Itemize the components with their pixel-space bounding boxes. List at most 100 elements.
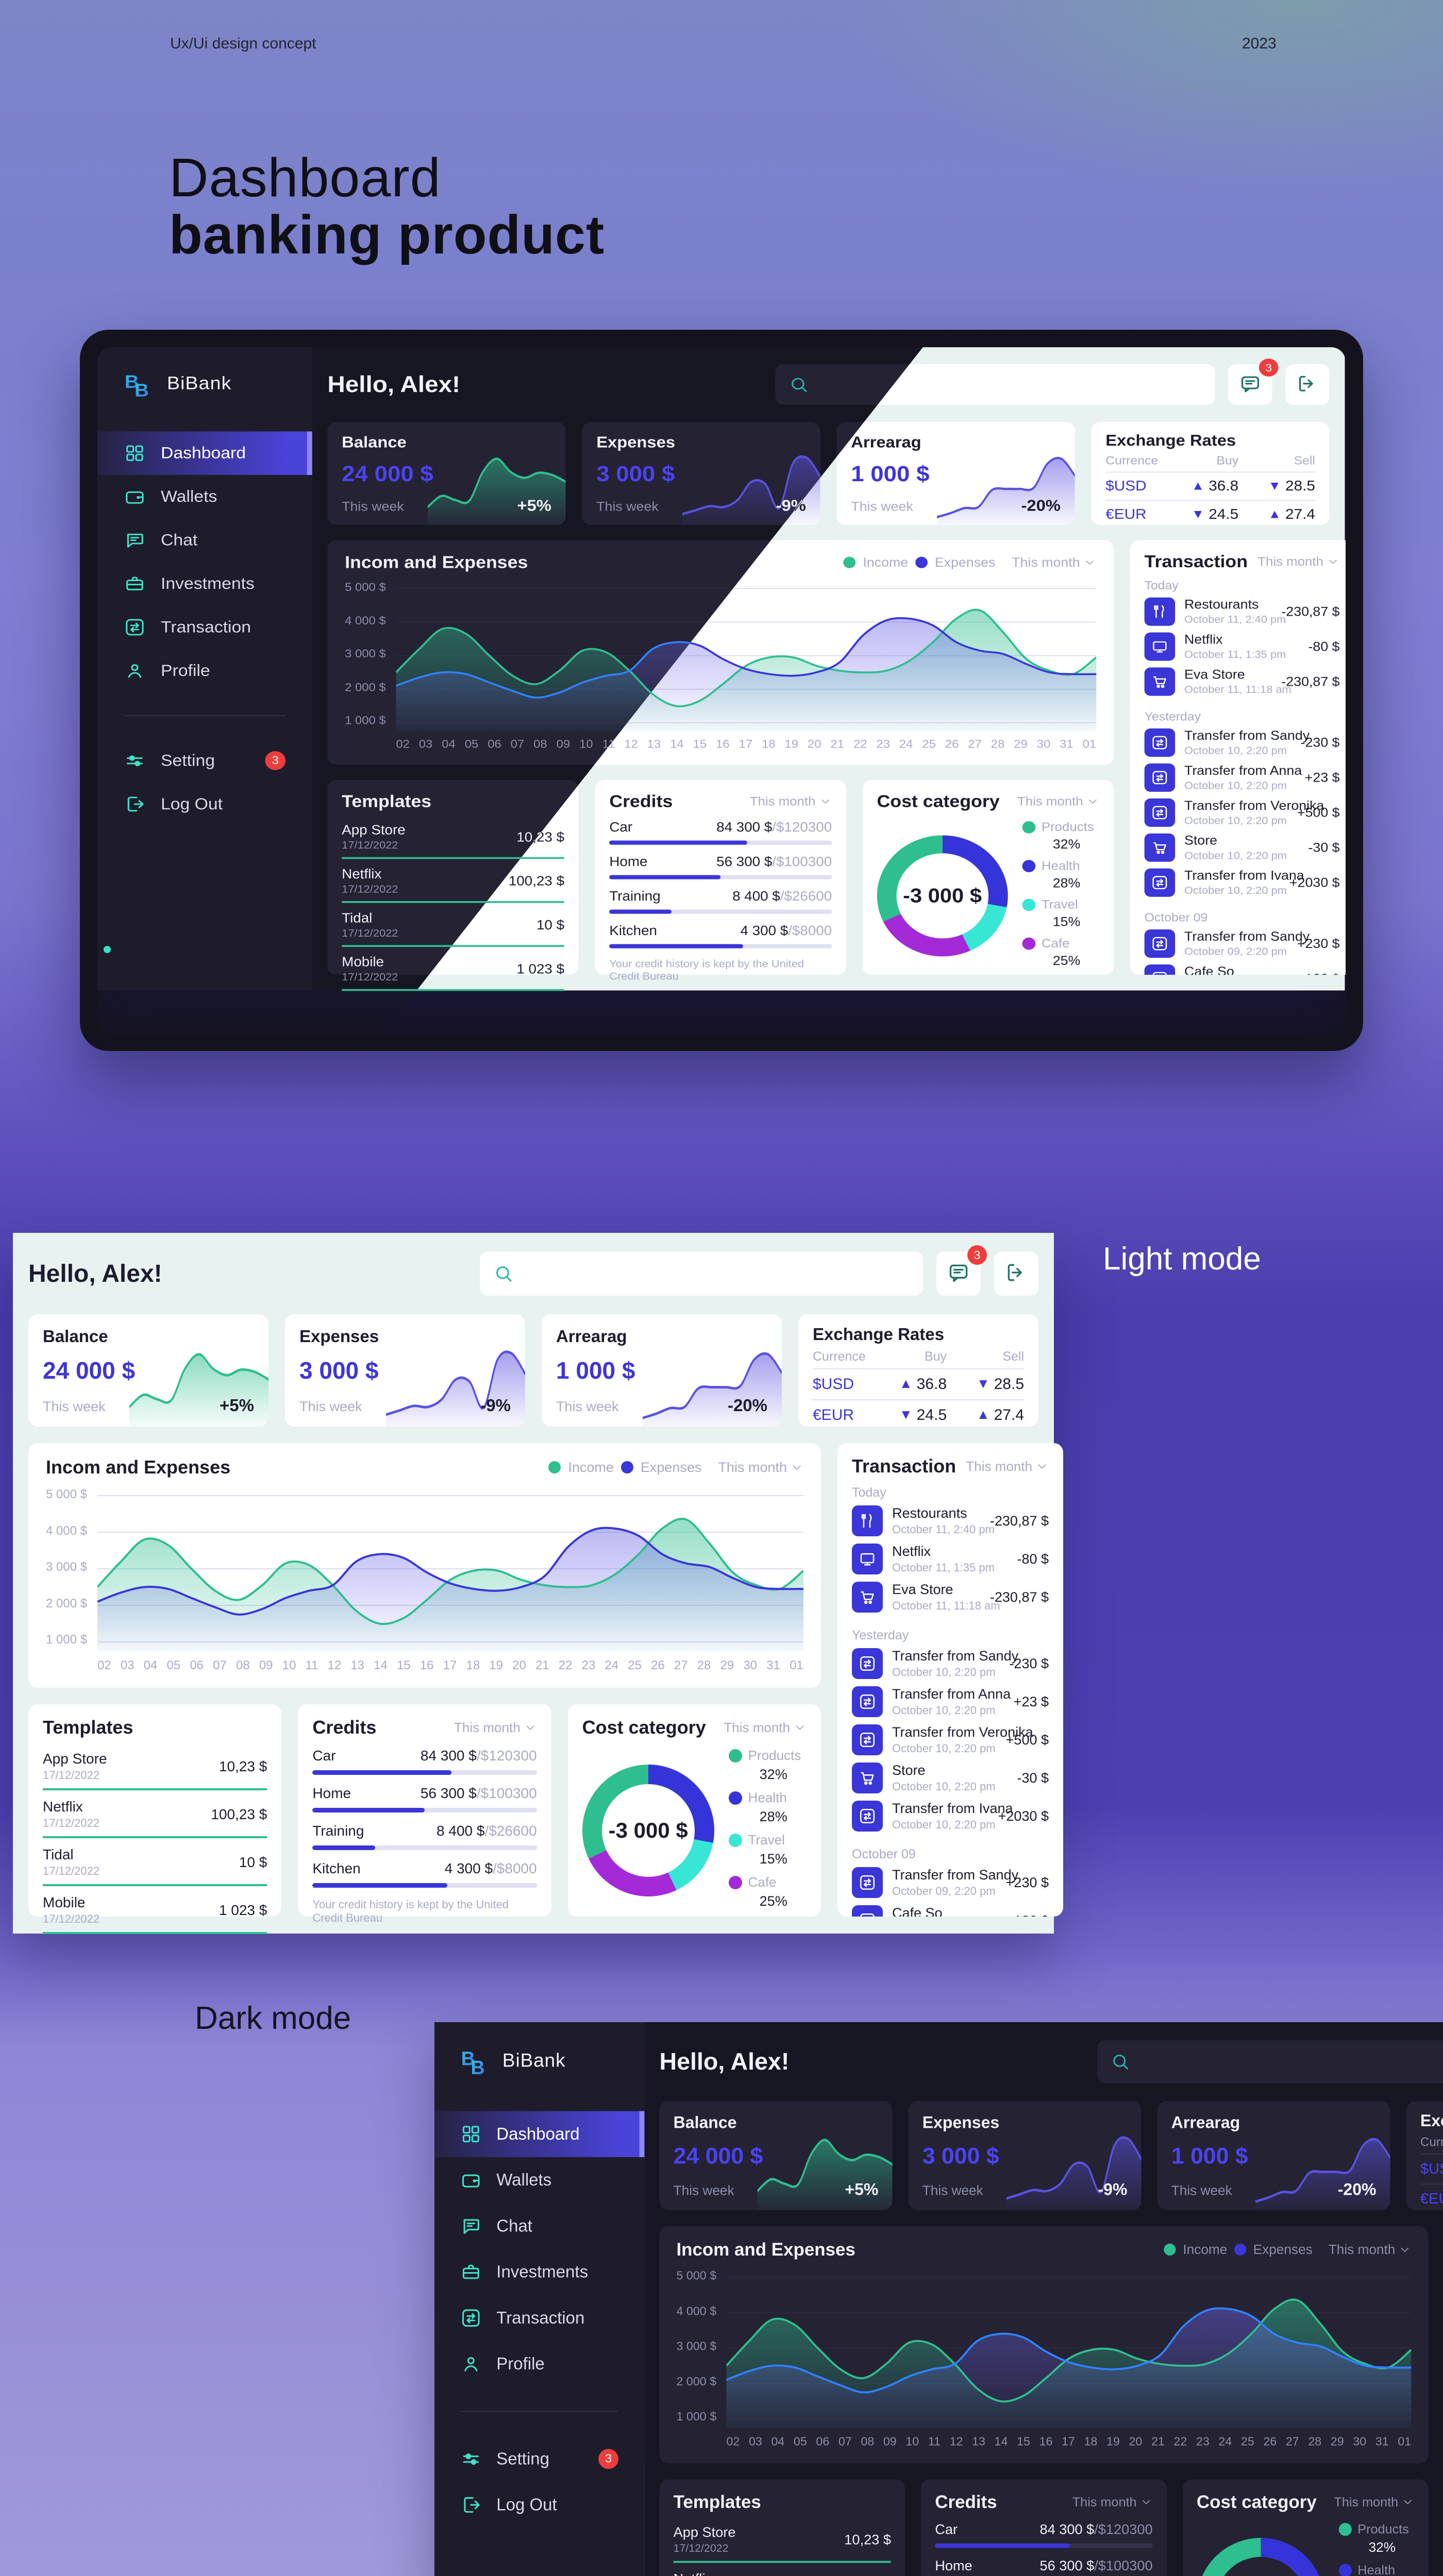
sidebar-item-chat[interactable]: Chat bbox=[97, 518, 312, 562]
x-tick-label: 28 bbox=[697, 1658, 711, 1672]
sidebar-item-profile[interactable]: Profile bbox=[97, 649, 312, 692]
sidebar-item-transaction[interactable]: Transaction bbox=[434, 2295, 644, 2341]
bottom-cards-row: Templates App Store 17/12/2022 10,23 $ Ne… bbox=[28, 1704, 821, 1934]
template-name: Netflix bbox=[43, 1799, 83, 1815]
sidebar-item-setting[interactable]: Setting 3 bbox=[97, 739, 312, 782]
search-bar[interactable] bbox=[1097, 2040, 1443, 2083]
transaction-row[interactable]: Cafe SoOctober 09, 2:20 pm -130 $ bbox=[852, 1905, 1049, 1917]
transaction-name: Store bbox=[892, 1762, 926, 1778]
x-tick-label: 31 bbox=[766, 1658, 780, 1672]
template-name: Tidal bbox=[43, 1846, 74, 1862]
stat-card-balance: Balance 24 000 $ This week +5% bbox=[659, 2101, 893, 2210]
exchange-title: Exchange Rates bbox=[813, 1325, 944, 1344]
template-row[interactable]: Tidal 17/12/2022 10 $ bbox=[43, 1843, 267, 1886]
credit-progress bbox=[312, 1808, 537, 1812]
currency-label: $USD bbox=[1105, 478, 1147, 494]
chevron-down-icon bbox=[793, 1721, 807, 1734]
x-tick-label: 28 bbox=[1308, 2435, 1322, 2449]
credits-period-filter[interactable]: This month bbox=[750, 794, 832, 808]
sidebar-item-investments[interactable]: Investments bbox=[434, 2249, 644, 2295]
sidebar-item-logout[interactable]: Log Out bbox=[97, 783, 312, 826]
sidebar-item-setting[interactable]: Setting 3 bbox=[434, 2436, 644, 2482]
transfer-icon bbox=[852, 1686, 883, 1717]
sidebar-item-dashboard[interactable]: Dashboard bbox=[97, 431, 312, 475]
sidebar-item-chat[interactable]: Chat bbox=[434, 2203, 644, 2249]
template-name: Tidal bbox=[342, 910, 373, 925]
sidebar-item-profile[interactable]: Profile bbox=[434, 2341, 644, 2387]
x-tick-label: 04 bbox=[143, 1658, 158, 1672]
sidebar-item-label: Dashboard bbox=[496, 2124, 580, 2144]
credits-period-filter[interactable]: This month bbox=[1072, 2494, 1153, 2510]
brand-name: BiBank bbox=[502, 2049, 566, 2071]
search-input[interactable] bbox=[1130, 2053, 1443, 2071]
chart-period-filter[interactable]: This month bbox=[718, 1460, 803, 1476]
credits-period-filter[interactable]: This month bbox=[454, 1720, 537, 1736]
messages-button[interactable]: 3 bbox=[936, 1245, 987, 1296]
x-tick-label: 18 bbox=[1084, 2435, 1098, 2449]
x-tick-label: 25 bbox=[1240, 2435, 1254, 2449]
sidebar-item-wallets[interactable]: Wallets bbox=[434, 2157, 644, 2203]
template-row[interactable]: Mobile 17/12/2022 1 023 $ bbox=[43, 1891, 267, 1934]
sidebar-item-wallets[interactable]: Wallets bbox=[97, 475, 312, 518]
sidebar-item-investments[interactable]: Investments bbox=[97, 562, 312, 605]
cost-period-filter[interactable]: This month bbox=[724, 1720, 807, 1736]
export-icon bbox=[1296, 373, 1319, 396]
sidebar-item-logout[interactable]: Log Out bbox=[434, 2482, 644, 2528]
x-tick-label: 23 bbox=[1196, 2435, 1210, 2449]
sidebar-item-transaction[interactable]: Transaction bbox=[97, 605, 312, 649]
slice-label: Products bbox=[1357, 2521, 1409, 2537]
x-tick-label: 30 bbox=[743, 1658, 758, 1672]
chevron-down-icon bbox=[818, 795, 832, 807]
transaction-row[interactable]: Cafe SoOctober 09, 2:20 pm -130 $ bbox=[1144, 964, 1340, 975]
export-button[interactable] bbox=[994, 1251, 1038, 1296]
search-input[interactable] bbox=[514, 1264, 910, 1283]
x-tick-label: 25 bbox=[922, 738, 936, 751]
messages-button[interactable]: 3 bbox=[1228, 359, 1279, 405]
sidebar-item-dashboard[interactable]: Dashboard bbox=[434, 2111, 645, 2157]
cost-period-filter[interactable]: This month bbox=[1334, 2494, 1414, 2510]
exchange-columns: Currence Buy Sell bbox=[813, 1349, 1024, 1369]
export-button[interactable] bbox=[1285, 364, 1330, 405]
transaction-period-filter[interactable]: This month bbox=[1257, 554, 1339, 569]
transaction-amount: +23 $ bbox=[1013, 1693, 1049, 1709]
x-tick-label: 03 bbox=[748, 2435, 762, 2449]
products-dot bbox=[1022, 821, 1035, 834]
cost-period-filter[interactable]: This month bbox=[1017, 794, 1099, 808]
chart-period-filter[interactable]: This month bbox=[1329, 2242, 1412, 2257]
slice-percent: 25% bbox=[759, 1893, 787, 1909]
health-dot bbox=[1338, 2563, 1352, 2576]
x-tick-label: 13 bbox=[647, 738, 661, 751]
chart-period-filter[interactable]: This month bbox=[1012, 555, 1096, 569]
stat-period: This week bbox=[342, 499, 404, 514]
chat-icon bbox=[460, 2215, 481, 2236]
currency-label: $USD bbox=[1420, 2160, 1443, 2177]
search-bar[interactable] bbox=[480, 1251, 923, 1296]
transaction-period-filter[interactable]: This month bbox=[966, 1459, 1049, 1475]
transaction-title: Transaction bbox=[852, 1455, 957, 1477]
credit-row: Training 8 400 $/$26600 bbox=[312, 1823, 537, 1850]
credit-spent: 8 400 $ bbox=[437, 1823, 485, 1839]
